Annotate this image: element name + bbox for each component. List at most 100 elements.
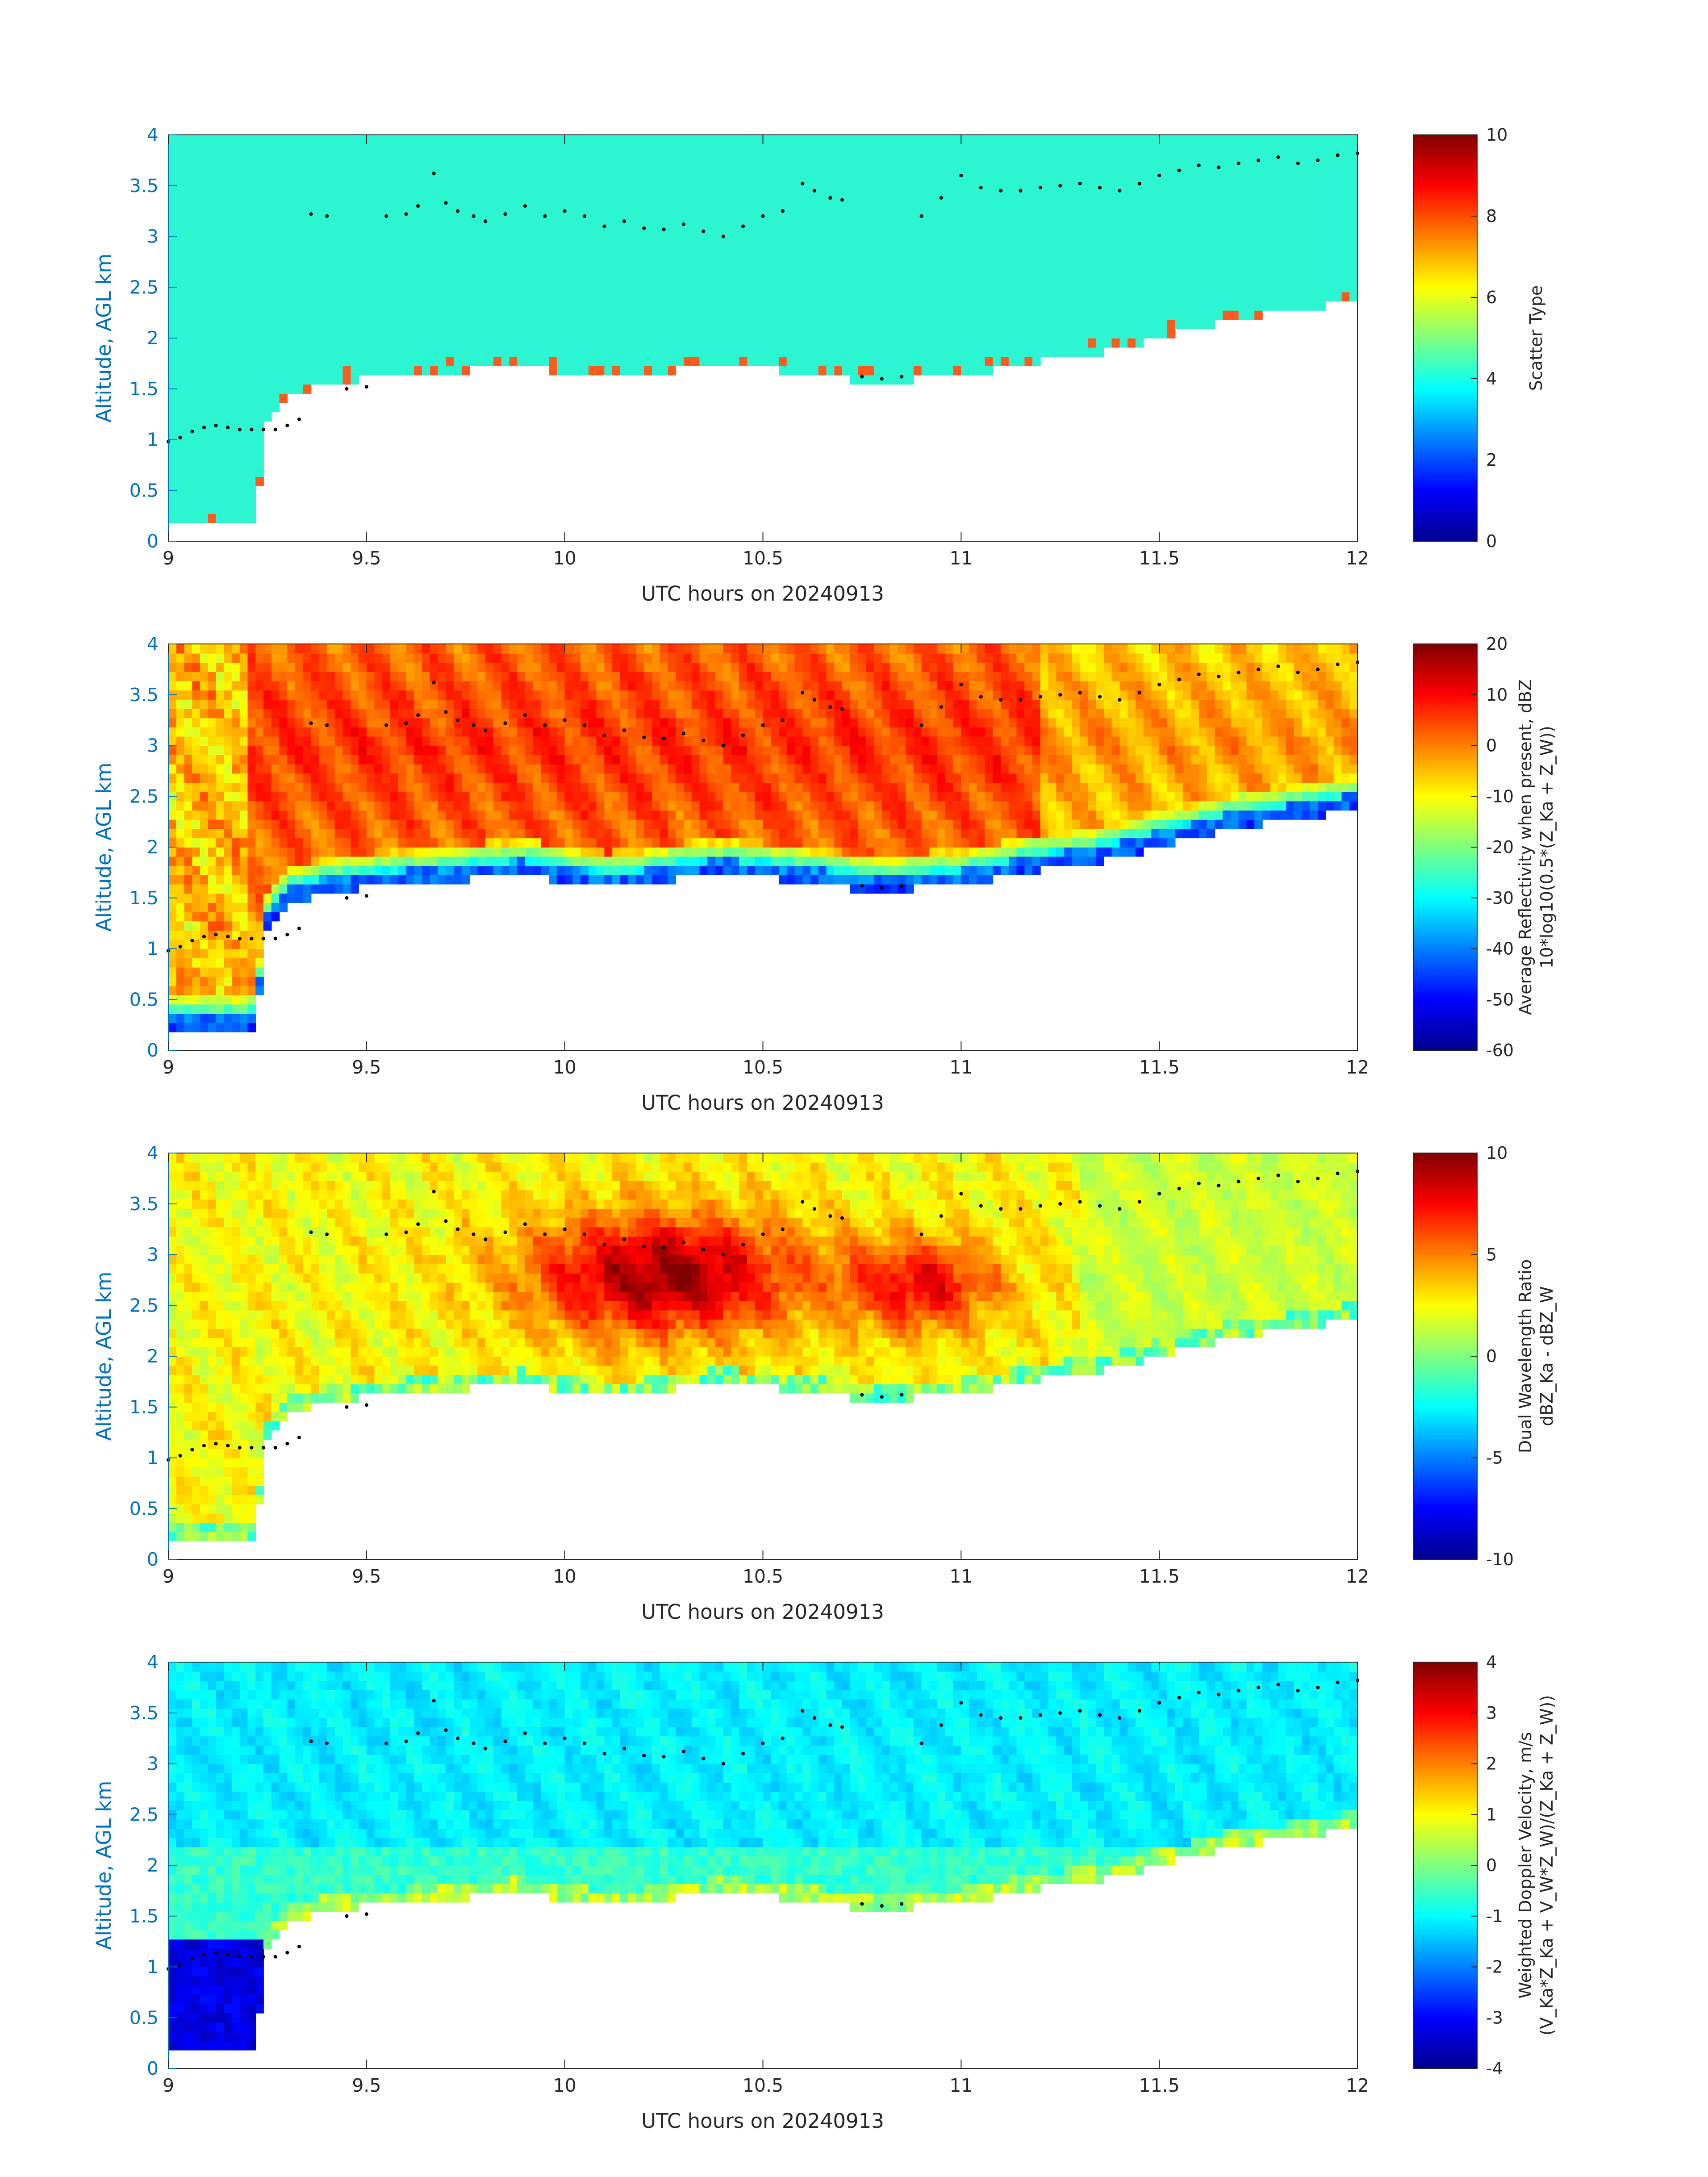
heatmap-cell	[1270, 181, 1279, 191]
heatmap-cell	[723, 273, 732, 283]
heatmap-cell	[176, 856, 185, 866]
heatmap-cell	[247, 356, 256, 366]
heatmap-cell	[224, 485, 232, 496]
heatmap-cell	[1111, 264, 1120, 274]
heatmap-cell	[374, 699, 383, 709]
heatmap-cell	[1183, 246, 1191, 255]
heatmap-cell	[422, 292, 430, 302]
heatmap-cell	[184, 847, 193, 857]
heatmap-cell	[1294, 209, 1303, 218]
heatmap-cell	[858, 292, 867, 302]
heatmap-cell	[874, 218, 882, 228]
heatmap-cell	[549, 153, 557, 163]
heatmap-cell	[1246, 190, 1255, 200]
heatmap-cell	[549, 319, 557, 330]
heatmap-cell	[176, 430, 185, 440]
heatmap-cell	[779, 236, 787, 246]
heatmap-cell	[351, 699, 359, 709]
heatmap-cell	[533, 218, 542, 228]
heatmap-cell	[485, 227, 494, 237]
heatmap-cell	[224, 865, 232, 875]
heatmap-cell	[192, 893, 200, 903]
heatmap-cell	[1064, 171, 1073, 182]
heatmap-cell	[366, 144, 375, 154]
heatmap-cell	[1167, 209, 1176, 218]
heatmap-cell	[1143, 292, 1152, 302]
heatmap-cell	[858, 171, 867, 182]
heatmap-cell	[382, 764, 391, 774]
heatmap-cell	[382, 875, 391, 885]
heatmap-cell	[359, 190, 367, 200]
heatmap-cell	[1080, 135, 1089, 145]
heatmap-cell	[850, 246, 859, 255]
heatmap-cell	[1302, 255, 1311, 265]
heatmap-cell	[858, 329, 867, 338]
heatmap-cell	[1103, 292, 1112, 302]
heatmap-cell	[287, 375, 296, 385]
heatmap-cell	[1302, 292, 1311, 302]
heatmap-cell	[1230, 199, 1239, 209]
heatmap-cell	[382, 310, 391, 320]
heatmap-cell	[913, 199, 922, 209]
heatmap-cell	[715, 190, 724, 200]
heatmap-cell	[881, 292, 890, 302]
heatmap-cell	[1254, 282, 1263, 292]
heatmap-cell	[303, 282, 312, 292]
heatmap-cell	[271, 347, 280, 357]
heatmap-cell	[961, 329, 969, 338]
heatmap-cell	[342, 681, 351, 691]
heatmap-cell	[263, 319, 272, 330]
heatmap-cell	[438, 181, 447, 191]
heatmap-cell	[580, 356, 589, 366]
heatmap-cell	[232, 476, 240, 486]
heatmap-cell	[232, 310, 240, 320]
heatmap-cell	[334, 838, 343, 848]
heatmap-cell	[406, 356, 415, 366]
heatmap-cell	[731, 163, 740, 172]
heatmap-cell	[247, 485, 256, 496]
heatmap-cell	[390, 791, 399, 802]
heatmap-cell	[921, 163, 930, 172]
heatmap-cell	[200, 736, 209, 746]
heatmap-cell	[1286, 163, 1295, 172]
heatmap-cell	[232, 393, 240, 403]
heatmap-cell	[216, 153, 225, 163]
heatmap-cell	[422, 144, 430, 154]
heatmap-cell	[390, 819, 399, 829]
heatmap-cell	[874, 181, 882, 191]
heatmap-cell	[271, 135, 280, 145]
heatmap-cell	[810, 181, 819, 191]
heatmap-cell	[1103, 319, 1112, 330]
heatmap-cell	[239, 838, 248, 848]
heatmap-cell	[731, 144, 740, 154]
heatmap-cell	[374, 227, 383, 237]
heatmap-cell	[501, 181, 510, 191]
heatmap-cell	[319, 163, 327, 172]
heatmap-cell	[168, 329, 177, 338]
heatmap-cell	[271, 375, 280, 385]
heatmap-cell	[525, 292, 534, 302]
heatmap-cell	[232, 190, 240, 200]
heatmap-cell	[319, 681, 327, 691]
heatmap-cell	[406, 227, 415, 237]
heatmap-cell	[802, 218, 811, 228]
heatmap-cell	[359, 865, 367, 875]
heatmap-cell	[176, 755, 185, 765]
heatmap-cell	[1072, 153, 1081, 163]
heatmap-cell	[446, 236, 454, 246]
heatmap-cell	[1128, 163, 1136, 172]
heatmap-cell	[881, 236, 890, 246]
heatmap-cell	[1048, 218, 1057, 228]
heatmap-cell	[192, 485, 200, 496]
heatmap-cell	[176, 338, 185, 348]
heatmap-cell	[1135, 171, 1144, 182]
heatmap-cell	[255, 662, 264, 672]
heatmap-cell	[699, 292, 708, 302]
heatmap-cell	[287, 144, 296, 154]
heatmap-cell	[334, 264, 343, 274]
heatmap-cell	[216, 412, 225, 422]
heatmap-cell	[1199, 292, 1207, 302]
heatmap-cell	[1167, 329, 1176, 338]
heatmap-cell	[1333, 246, 1342, 255]
heatmap-cell	[1199, 246, 1207, 255]
